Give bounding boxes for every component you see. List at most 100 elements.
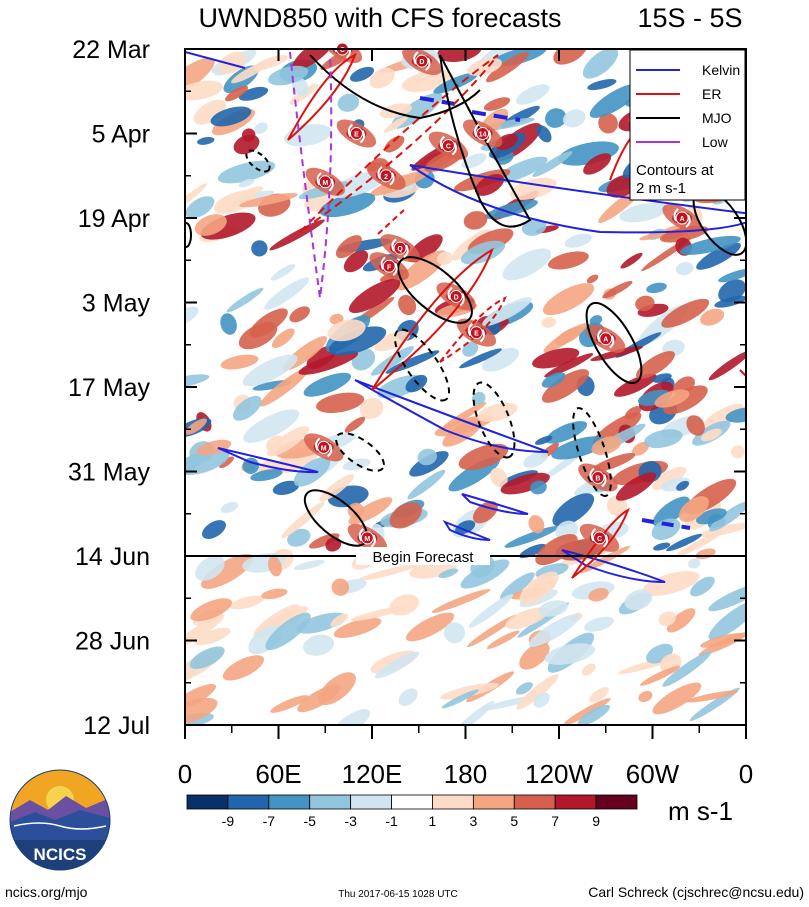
shading-patch [185, 449, 230, 475]
chart-region: 15S - 5S [637, 3, 742, 33]
storm-arm [315, 437, 333, 458]
y-tick-label: 3 May [82, 290, 151, 318]
colorbar-label: 7 [551, 813, 559, 829]
storm-label: F [387, 264, 392, 271]
storm-label: Q [397, 246, 403, 253]
shading-patch [303, 634, 335, 656]
shading-patch [327, 319, 366, 342]
storm-arm [474, 123, 492, 144]
shading-patch [584, 616, 614, 632]
shading-patch [515, 682, 533, 695]
shading-patch [194, 214, 227, 236]
storm-arm [439, 135, 457, 156]
shading-patch [438, 568, 459, 579]
shading-patch [675, 262, 694, 276]
shading-patch [490, 467, 508, 488]
storm-icon [393, 241, 407, 255]
shading-patch [467, 614, 518, 648]
storm-label: C [597, 536, 602, 543]
shading-patch [528, 613, 580, 647]
shading-patch [269, 219, 325, 251]
shading-patch [272, 480, 300, 495]
shading-patch [384, 135, 405, 153]
shading-patch [662, 651, 712, 687]
shading-patch [615, 472, 657, 501]
storm-label: C [446, 144, 451, 151]
y-tick-label: 28 Jun [75, 628, 150, 656]
er-contour [377, 209, 405, 235]
shading-patch [220, 501, 239, 514]
shading-patch [688, 558, 701, 569]
shading-patch [219, 456, 234, 469]
shading-patch [675, 530, 724, 558]
storm-arm [358, 528, 376, 548]
shading-patch [358, 564, 419, 581]
storm-arm [333, 39, 351, 59]
shading-patch [542, 283, 595, 316]
storm-icon [441, 139, 455, 153]
shading-patch [521, 218, 547, 236]
storm-marker: M [358, 528, 376, 548]
shading-patch [581, 663, 596, 676]
shading-patch [333, 617, 382, 638]
shading-patch [500, 472, 550, 495]
storm-marker: 14 [474, 123, 492, 144]
storm-icon [382, 259, 396, 273]
shading-patch [708, 350, 746, 381]
shading-patch [686, 415, 705, 436]
shading-patch [374, 331, 411, 352]
shading-patch [661, 298, 710, 328]
colorbar-label: 5 [510, 813, 518, 829]
shading-patch [250, 469, 283, 482]
shading-patch [389, 594, 419, 616]
shading-patch [331, 578, 350, 596]
shading-patch [631, 442, 649, 456]
shading-patch [591, 436, 622, 455]
mjo-contour-dashed [472, 381, 516, 459]
shading-patch [265, 435, 284, 451]
storm-marker: C [439, 135, 457, 156]
shading-patch [624, 406, 642, 420]
storm-icon [379, 169, 393, 183]
shading-patch [261, 588, 288, 600]
storm-marker: 2 [377, 165, 395, 186]
shading-patch [333, 709, 371, 725]
shading-patch [552, 493, 595, 527]
shading-patch [696, 242, 741, 270]
shading-patch [504, 525, 560, 548]
shading-patch [271, 328, 295, 348]
shading-patch [349, 66, 375, 82]
shading-patch [270, 264, 296, 281]
colorbar-label: 3 [469, 813, 477, 829]
shading-patch [564, 233, 592, 248]
storm-label: 2 [384, 174, 388, 181]
shading-patch [267, 426, 310, 457]
storm-icon [415, 54, 429, 68]
storm-marker: D [447, 286, 465, 307]
colorbar-label: -1 [385, 813, 398, 829]
colorbar-swatch [268, 794, 311, 810]
shading-patch [270, 695, 309, 713]
shading-patch [708, 582, 746, 612]
storm-icon [469, 326, 483, 340]
shading-patch [185, 80, 223, 101]
shading-patch [217, 160, 276, 184]
shading-patch [374, 651, 420, 679]
shading-patch [359, 397, 384, 419]
shading-patch [303, 372, 352, 397]
shading-patch [431, 589, 491, 613]
shading-patch [281, 501, 325, 539]
colorbar-swatch [513, 794, 556, 810]
legend-note: Contours at [636, 162, 714, 179]
mjo-contour-dashed [572, 407, 612, 497]
storm-label: E [354, 132, 359, 139]
shading-patch [293, 560, 325, 570]
shading-patch [459, 348, 502, 369]
shading-patch [619, 202, 668, 223]
shading-patch [233, 134, 260, 155]
shading-patch [201, 520, 226, 539]
storm-marker: A [673, 208, 691, 228]
shading-patch [535, 435, 553, 445]
shading-patch [528, 515, 545, 534]
colorbar-label: -5 [304, 813, 317, 829]
